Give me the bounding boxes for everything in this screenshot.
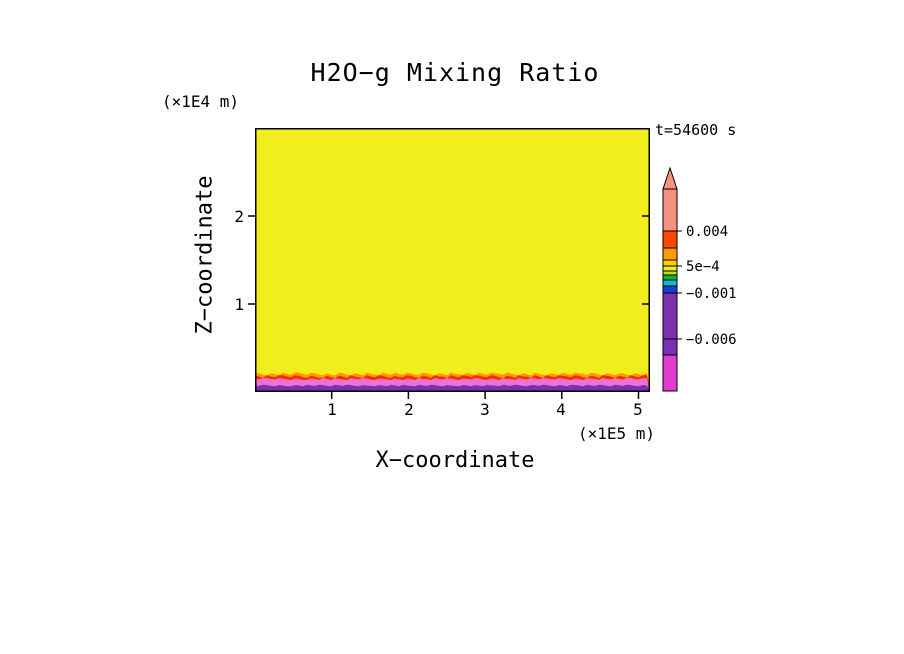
x-tick-label: 3 — [480, 400, 490, 419]
y-tick-label: 2 — [234, 207, 244, 226]
x-axis-unit-label: (×1E5 m) — [577, 424, 655, 443]
x-tick-label: 5 — [633, 400, 643, 419]
y-axis-unit-label: (×1E4 m) — [162, 92, 240, 111]
plot-area — [248, 128, 650, 399]
x-axis-label: X−coordinate — [375, 448, 535, 473]
colorbar-label: −0.001 — [686, 286, 737, 302]
chart-title: H2O−g Mixing Ratio — [310, 58, 600, 87]
y-axis-label: Z−coordinate — [192, 175, 218, 335]
y-tick-label: 1 — [234, 295, 244, 314]
colorbar-label: −0.006 — [686, 332, 737, 348]
x-tick-label: 2 — [404, 400, 414, 419]
x-tick-label: 4 — [556, 400, 566, 419]
colorbar-label: 0.004 — [686, 224, 729, 240]
time-annotation: t=54600 s — [655, 121, 737, 139]
colorbar-label: 5e−4 — [686, 259, 720, 275]
colorbar — [662, 166, 682, 392]
x-tick-label: 1 — [327, 400, 337, 419]
